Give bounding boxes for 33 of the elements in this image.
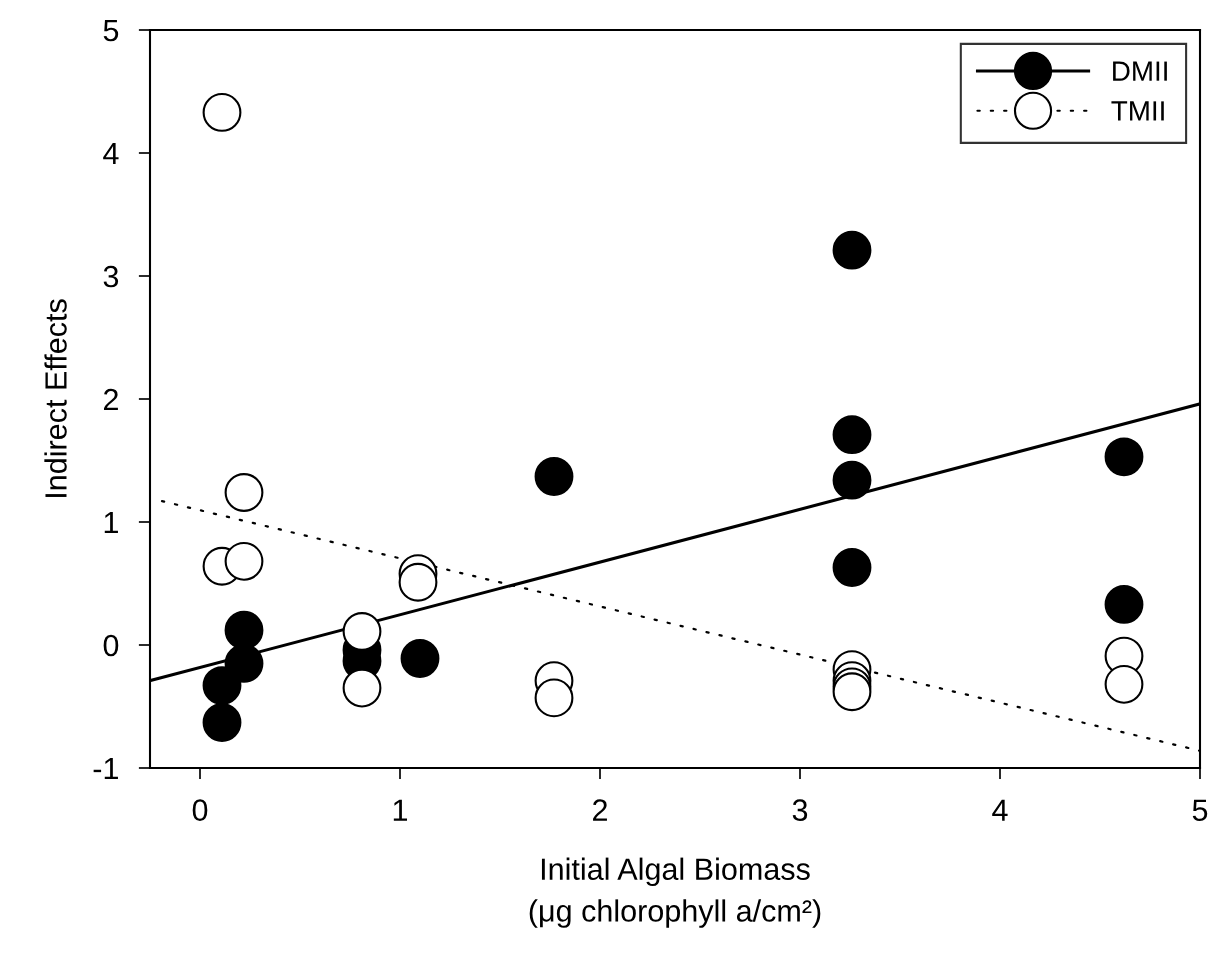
x-tick-label: 3 xyxy=(792,799,808,821)
y-tick-label: 4 xyxy=(103,143,119,165)
x-tick-label: 2 xyxy=(593,799,607,821)
x-axis-title: Initial Algal Biomass (μg chlorophyll a/cm²) xyxy=(529,857,821,928)
x-tick-label: 0 xyxy=(192,799,208,821)
x-tick-label: 5 xyxy=(1192,799,1208,821)
point xyxy=(202,703,242,742)
point xyxy=(832,415,872,455)
point xyxy=(832,230,872,270)
point xyxy=(202,666,242,705)
y-tick-label: 1 xyxy=(104,512,118,534)
point xyxy=(400,639,440,678)
point xyxy=(224,610,264,650)
point xyxy=(398,562,438,602)
y-axis-title: Indirect Effects xyxy=(44,299,67,497)
point xyxy=(224,644,264,683)
x-tick-label: 4 xyxy=(992,799,1008,821)
legend-label: TMII xyxy=(1111,101,1164,121)
y-tick-label: -1 xyxy=(93,758,118,780)
x-tick-label: 1 xyxy=(393,799,408,821)
point xyxy=(1104,437,1144,477)
point xyxy=(832,460,872,500)
legend-label: DMII xyxy=(1113,61,1167,81)
point xyxy=(1104,585,1144,624)
point xyxy=(534,457,574,496)
point xyxy=(342,668,382,708)
y-tick-label: 3 xyxy=(103,265,119,288)
point xyxy=(224,541,264,581)
y-tick-label: 2 xyxy=(103,388,118,411)
y-tick-label: 0 xyxy=(103,634,119,657)
y-tick-label: 5 xyxy=(103,20,119,42)
point xyxy=(534,678,574,718)
point xyxy=(832,548,872,587)
